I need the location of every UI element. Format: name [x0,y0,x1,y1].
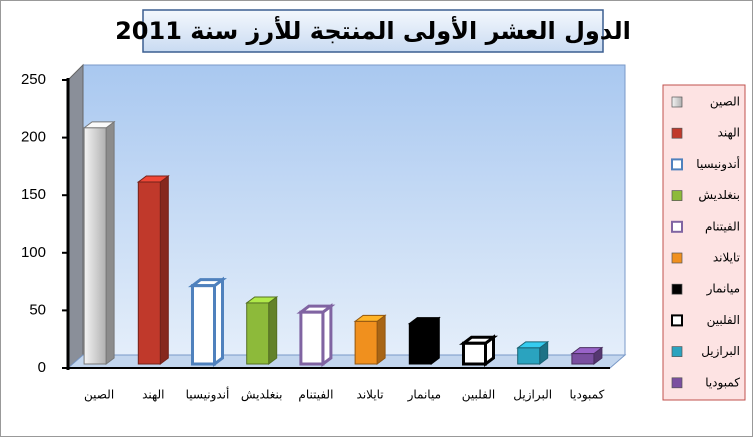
bar [191,284,216,366]
y-tick-label: 100 [21,244,46,261]
legend-label: الفلبين [707,313,740,328]
y-tick-label: 250 [21,71,46,88]
x-tick-label: ميانمار [407,388,441,403]
y-tick-label: 150 [21,186,46,203]
legend-label: كمبوديا [705,375,740,390]
legend-label: أندونيسيا [696,156,740,172]
legend-swatch [671,346,683,357]
y-tick-label: 50 [29,301,46,318]
bar-side [268,295,278,365]
legend-label: الفيتنام [705,219,740,233]
legend-label: الهند [718,126,740,140]
bar-side [105,120,115,365]
bar [408,323,432,365]
x-tick-label: الفلبين [462,388,495,403]
x-tick-label: تايلاند [357,388,384,402]
bar [83,127,107,365]
side-wall [67,63,84,370]
title-box [142,9,604,53]
bar-side [430,316,440,365]
x-tick-label: الفيتنام [298,388,333,402]
x-tick-label: الصين [84,388,114,403]
y-tick-label: 0 [38,359,46,376]
bar [137,181,161,365]
x-tick-label: بنغلديش [241,388,283,403]
legend-swatch [671,96,683,108]
bar-side [159,174,169,365]
x-tick-label: الهند [142,388,164,402]
legend-label: تايلاند [713,251,740,265]
bar [517,347,541,365]
y-tick-label: 200 [21,129,46,146]
legend-swatch [671,190,683,201]
x-tick-label: أندونيسيا [186,387,230,403]
legend-swatch [671,158,683,171]
legend-label: ميانمار [706,282,740,297]
legend-swatch [671,127,683,139]
bar [354,320,378,365]
bar [571,353,595,365]
legend-swatch [671,314,683,327]
bar [299,310,325,366]
legend-label: الصين [710,95,740,110]
legend-swatch [671,377,683,389]
bar [246,302,270,365]
bar [462,341,487,366]
legend-swatch [671,283,683,295]
chart-title: الدول العشر الأولى المنتجة للأرز سنة 201… [115,16,631,45]
x-tick-label: كمبوديا [569,388,604,403]
legend-label: بنغلديش [698,188,740,203]
bar-side [376,314,386,365]
legend-swatch [671,220,683,233]
x-tick-label: البرازيل [513,388,552,403]
legend-swatch [671,252,683,264]
legend-label: البرازيل [701,344,740,359]
